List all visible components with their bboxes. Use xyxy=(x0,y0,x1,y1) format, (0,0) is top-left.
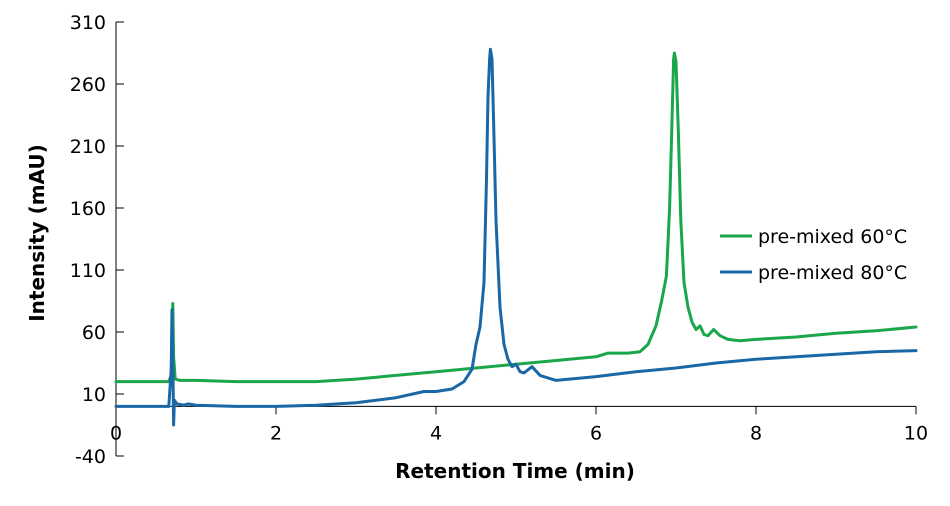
x-tick-label: 10 xyxy=(904,422,928,444)
y-axis-title: Intensity (mAU) xyxy=(25,144,49,322)
x-tick-label: 0 xyxy=(110,422,122,444)
y-axis: -40 10 60 110 160 210 260 310 xyxy=(70,12,124,468)
x-tick-label: 6 xyxy=(590,422,602,444)
x-tick-label: 2 xyxy=(270,422,282,444)
x-tick-label: 8 xyxy=(750,422,762,444)
y-tick-label: 310 xyxy=(70,12,106,34)
series-line-0 xyxy=(114,51,918,384)
legend-label-0: pre-mixed 60°C xyxy=(758,226,907,248)
x-tick-label: 4 xyxy=(430,422,442,444)
x-axis: 0 2 4 6 8 10 xyxy=(110,405,928,444)
y-tick-label: 160 xyxy=(70,198,106,220)
legend: pre-mixed 60°C pre-mixed 80°C xyxy=(720,226,907,284)
series-line-1 xyxy=(114,47,918,427)
y-tick-label: 210 xyxy=(70,136,106,158)
legend-label-1: pre-mixed 80°C xyxy=(758,262,907,284)
y-tick-label: -40 xyxy=(75,446,106,468)
y-tick-label: 60 xyxy=(82,322,106,344)
y-tick-label: 10 xyxy=(82,384,106,406)
y-tick-label: 260 xyxy=(70,74,106,96)
x-axis-title: Retention Time (min) xyxy=(395,459,635,483)
series-lines xyxy=(114,47,918,427)
y-tick-label: 110 xyxy=(70,260,106,282)
